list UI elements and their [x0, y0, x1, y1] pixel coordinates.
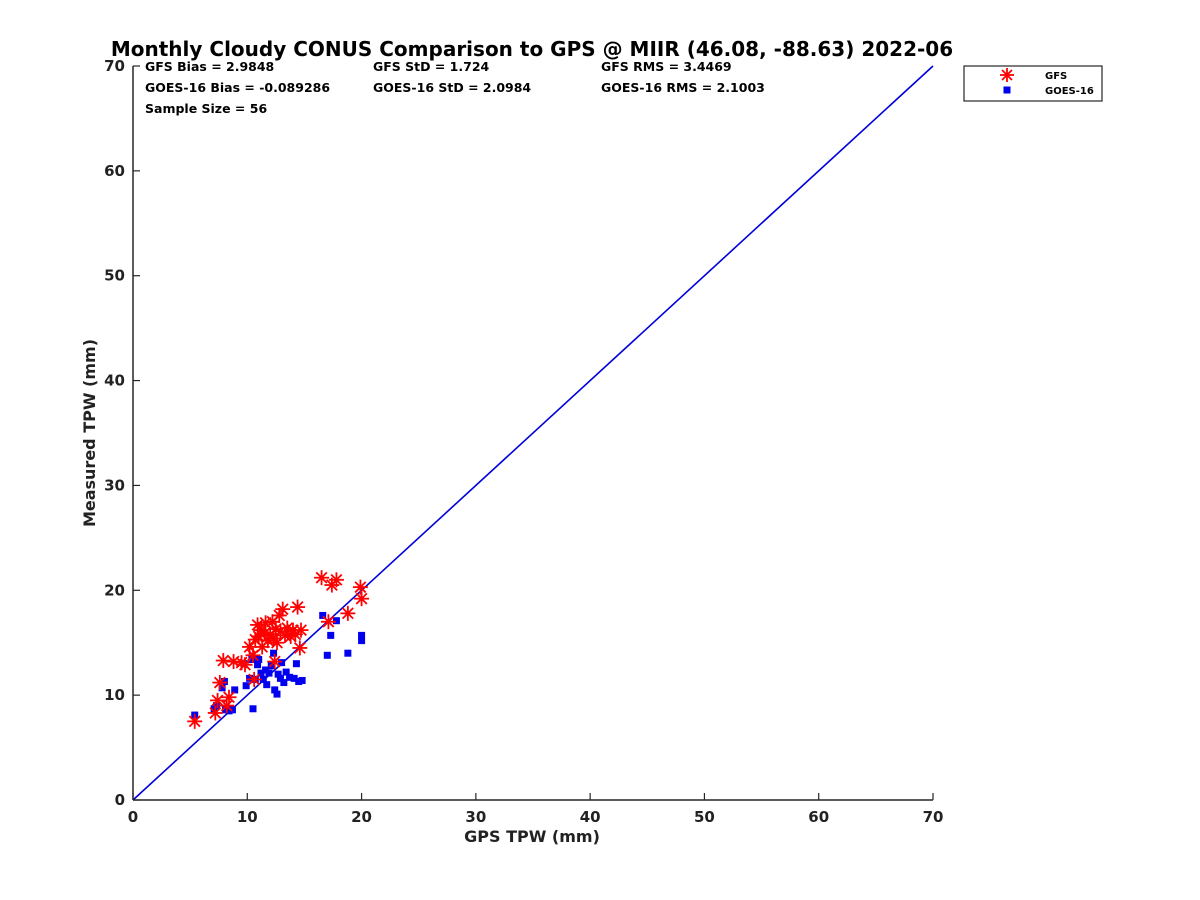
- x-tick-label: 10: [237, 808, 258, 826]
- goes16-point: [254, 661, 262, 669]
- goes16-point: [344, 649, 352, 657]
- legend-goes16-marker: [1003, 86, 1011, 94]
- goes16-point: [271, 686, 279, 694]
- goes16-point: [358, 637, 366, 645]
- x-tick-label: 50: [694, 808, 715, 826]
- goes16-point: [323, 651, 331, 659]
- goes16-point: [276, 674, 284, 682]
- gfs-point: [267, 654, 283, 670]
- goes16-point: [319, 611, 327, 619]
- stat-gfs-bias: GFS Bias = 2.9848: [145, 59, 274, 74]
- legend-goes16-label: GOES-16: [1045, 86, 1094, 97]
- goes16-point: [278, 659, 286, 667]
- goes16-point: [358, 631, 366, 639]
- gfs-point: [340, 605, 356, 621]
- goes16-point: [265, 669, 273, 677]
- goes16-point: [298, 676, 306, 684]
- legend: GFS GOES-16: [963, 65, 1103, 102]
- goes16-point: [220, 678, 228, 686]
- y-tick-label: 10: [104, 686, 125, 704]
- gfs-point: [275, 601, 291, 617]
- goes16-point: [259, 675, 267, 683]
- y-tick-label: 60: [104, 162, 125, 180]
- goes16-point: [274, 670, 282, 678]
- goes16-point: [249, 705, 257, 713]
- y-tick-label: 70: [104, 57, 125, 75]
- stat-gfs-rms: GFS RMS = 3.4469: [601, 59, 732, 74]
- gfs-point: [246, 671, 262, 687]
- gfs-point: [354, 591, 370, 607]
- legend-gfs-asterisk: [1000, 68, 1014, 82]
- legend-box: [963, 65, 1103, 102]
- y-tick-label: 20: [104, 581, 125, 599]
- goes16-point: [332, 617, 340, 625]
- x-tick-label: 20: [351, 808, 372, 826]
- y-tick-label: 0: [115, 791, 125, 809]
- legend-goes16-square: [1003, 86, 1011, 94]
- goes16-point: [290, 674, 298, 682]
- x-axis-label: GPS TPW (mm): [464, 827, 600, 846]
- stat-sample-size: Sample Size = 56: [145, 101, 267, 116]
- goes16-point: [246, 674, 254, 682]
- legend-gfs-marker: [1000, 68, 1014, 82]
- goes16-point: [286, 673, 294, 681]
- goes16-point: [280, 679, 288, 687]
- gfs-point: [212, 675, 228, 691]
- y-tick-label: 40: [104, 372, 125, 390]
- goes16-point: [231, 686, 239, 694]
- y-tick-label: 30: [104, 476, 125, 494]
- gfs-point: [226, 654, 242, 670]
- goes16-point: [327, 631, 335, 639]
- gfs-point: [328, 572, 344, 588]
- gfs-point: [207, 705, 223, 721]
- gfs-point: [320, 614, 336, 630]
- goes16-point: [242, 682, 250, 690]
- gfs-point: [292, 640, 308, 656]
- stat-goes16-std: GOES-16 StD = 2.0984: [373, 80, 531, 95]
- gfs-point: [187, 713, 203, 729]
- y-tick-label: 50: [104, 267, 125, 285]
- goes16-point: [263, 681, 271, 689]
- goes16-point: [255, 655, 263, 663]
- x-tick-label: 0: [128, 808, 138, 826]
- x-tick-label: 40: [580, 808, 601, 826]
- goes16-point: [270, 649, 278, 657]
- gfs-point: [290, 599, 306, 615]
- gfs-point: [245, 647, 261, 663]
- goes16-point: [273, 690, 281, 698]
- gfs-point: [221, 689, 237, 705]
- gfs-point: [215, 653, 231, 669]
- legend-gfs-label: GFS: [1045, 71, 1067, 82]
- gfs-point: [293, 622, 309, 638]
- gfs-point: [287, 626, 303, 642]
- stat-gfs-std: GFS StD = 1.724: [373, 59, 490, 74]
- x-tick-label: 70: [923, 808, 944, 826]
- axis-ticks: 0 10 20 30 40 50 60 70 0 10 20 30 40 50 60 70: [104, 57, 943, 826]
- gfs-point: [237, 657, 253, 673]
- goes16-point: [228, 706, 236, 714]
- data-points-layer: [187, 570, 370, 729]
- stat-goes16-bias: GOES-16 Bias = -0.089286: [145, 80, 330, 95]
- goes16-point: [248, 655, 256, 663]
- y-axis-label: Measured TPW (mm): [80, 339, 99, 527]
- goes16-point: [212, 702, 220, 710]
- chart-title: Monthly Cloudy CONUS Comparison to GPS @…: [111, 37, 953, 61]
- stat-goes16-rms: GOES-16 RMS = 2.1003: [601, 80, 765, 95]
- goes16-point: [292, 660, 300, 668]
- gfs-point: [352, 579, 368, 595]
- goes16-point: [282, 668, 290, 676]
- gfs-point: [314, 570, 330, 586]
- goes16-point: [257, 669, 265, 677]
- goes16-point: [218, 684, 226, 692]
- x-tick-label: 30: [465, 808, 486, 826]
- x-tick-label: 60: [808, 808, 829, 826]
